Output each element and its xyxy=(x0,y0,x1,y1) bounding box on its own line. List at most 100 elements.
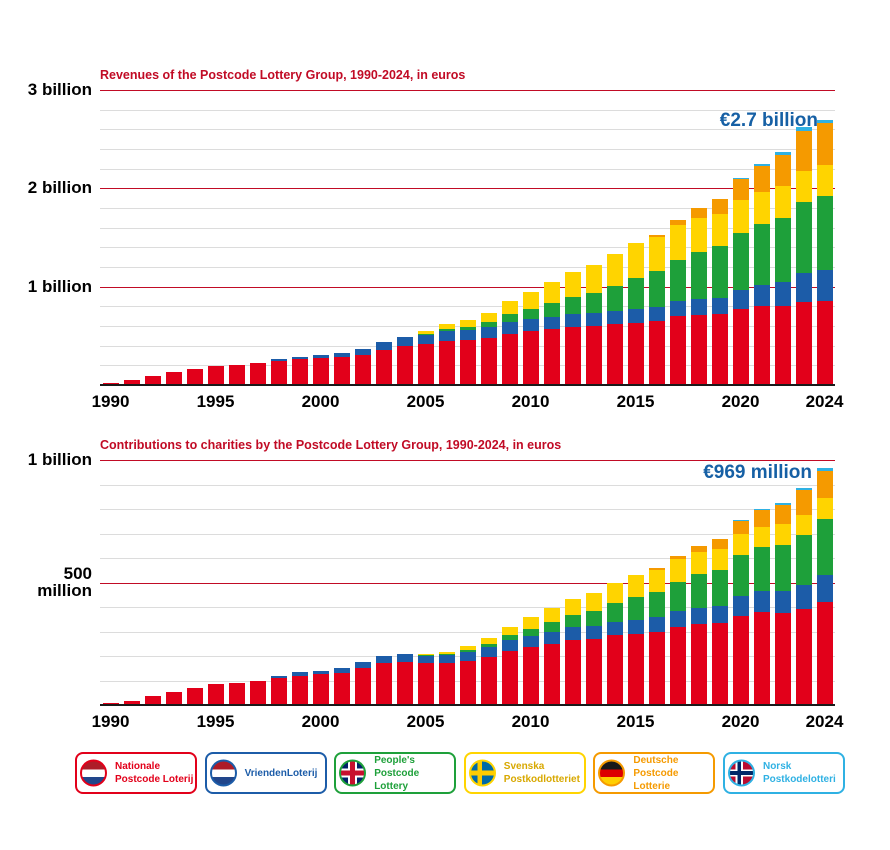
bar-segment-peoples xyxy=(522,309,539,320)
bar-segment-nationale xyxy=(123,700,140,705)
bar-segment-svenska xyxy=(732,534,749,555)
bar-segment-svenska xyxy=(585,265,602,293)
bar-segment-svenska xyxy=(795,170,812,203)
bar-segment-vrienden xyxy=(669,611,686,627)
bar-segment-vrienden xyxy=(816,575,833,603)
bar-segment-nationale xyxy=(417,663,434,705)
bar-segment-svenska xyxy=(732,200,749,233)
bar-segment-nationale xyxy=(669,626,686,705)
bar-segment-vrienden xyxy=(312,354,329,359)
x-axis-label-2000: 2000 xyxy=(301,712,340,731)
legend-label-line: Postcode Loterij xyxy=(115,774,194,785)
bar-segment-vrienden xyxy=(333,668,350,674)
bar-2019 xyxy=(711,198,728,385)
bar-segment-svenska xyxy=(606,583,623,604)
bar-segment-nationale xyxy=(648,631,665,705)
bar-2001 xyxy=(333,352,350,385)
bar-1991 xyxy=(123,700,140,705)
bar-segment-nationale xyxy=(375,349,392,385)
bar-segment-svenska xyxy=(522,617,539,629)
bar-segment-vrienden xyxy=(333,352,350,358)
bar-segment-peoples xyxy=(753,223,770,285)
bar-segment-peoples xyxy=(816,518,833,576)
minor-gridline xyxy=(100,558,835,559)
bar-segment-svenska xyxy=(606,254,623,286)
bar-segment-nationale xyxy=(207,684,224,705)
legend-item-deutsche: Deutsche Postcode Lotterie xyxy=(593,752,716,794)
bar-segment-peoples xyxy=(753,547,770,592)
bar-segment-peoples xyxy=(438,328,455,331)
bar-segment-nationale xyxy=(333,673,350,705)
bar-segment-nationale xyxy=(585,638,602,705)
bar-segment-vrienden xyxy=(396,336,413,346)
bar-segment-svenska xyxy=(774,524,791,545)
bar-segment-nationale xyxy=(186,369,203,385)
bar-segment-nationale xyxy=(501,333,518,385)
bar-segment-nationale xyxy=(648,321,665,385)
bar-2013 xyxy=(585,265,602,385)
legend: Nationale Postcode Loterij VriendenLoterij… xyxy=(75,752,845,794)
x-axis-label-2000: 2000 xyxy=(301,392,340,411)
x-axis-label-2020: 2020 xyxy=(721,712,760,731)
bar-segment-nationale xyxy=(270,361,287,385)
bar-segment-vrienden xyxy=(480,647,497,658)
bar-segment-nationale xyxy=(669,316,686,385)
bar-segment-nationale xyxy=(249,680,266,705)
bar-1997 xyxy=(249,680,266,705)
bar-2011 xyxy=(543,608,560,705)
bar-2022 xyxy=(774,152,791,385)
bar-2017 xyxy=(669,219,686,385)
bar-segment-nationale xyxy=(606,324,623,385)
bar-segment-nationale xyxy=(795,609,812,705)
netherlands-flag xyxy=(80,759,107,787)
bar-2013 xyxy=(585,593,602,705)
bar-2006 xyxy=(438,651,455,705)
bar-segment-peoples xyxy=(501,635,518,641)
bar-segment-svenska xyxy=(501,626,518,636)
minor-gridline xyxy=(100,149,835,150)
bar-segment-deutsche xyxy=(711,199,728,214)
bar-segment-nationale xyxy=(690,315,707,385)
bar-segment-nationale xyxy=(522,330,539,385)
bar-segment-deutsche xyxy=(732,178,749,201)
bar-segment-vrienden xyxy=(291,671,308,676)
bar-2021 xyxy=(753,163,770,385)
bar-segment-svenska xyxy=(690,217,707,253)
legend-label-line: VriendenLoterij xyxy=(244,767,318,779)
bar-segment-peoples xyxy=(774,544,791,592)
bar-segment-svenska xyxy=(543,608,560,623)
bar-segment-peoples xyxy=(732,554,749,596)
bar-segment-deutsche xyxy=(732,520,749,535)
legend-label-line: People's xyxy=(374,754,415,766)
bar-segment-vrienden xyxy=(522,319,539,331)
bar-2009 xyxy=(501,301,518,385)
bar-segment-vrienden xyxy=(816,269,833,302)
bar-segment-svenska xyxy=(459,320,476,328)
bar-segment-nationale xyxy=(816,301,833,385)
bar-segment-vrienden xyxy=(354,348,371,355)
bar-segment-svenska xyxy=(438,324,455,329)
bar-segment-nationale xyxy=(102,702,119,705)
bar-2007 xyxy=(459,645,476,705)
bar-segment-svenska xyxy=(627,575,644,598)
bar-segment-vrienden xyxy=(291,356,308,360)
y-axis-label-line: 1 billion xyxy=(27,450,92,469)
minor-gridline xyxy=(100,509,835,510)
bar-segment-svenska xyxy=(690,551,707,574)
bar-segment-vrienden xyxy=(438,655,455,664)
bar-segment-nationale xyxy=(543,328,560,385)
bar-segment-peoples xyxy=(627,597,644,620)
bar-segment-deutsche xyxy=(690,545,707,552)
bar-segment-vrienden xyxy=(564,627,581,641)
bar-segment-deutsche xyxy=(648,234,665,237)
bar-segment-vrienden xyxy=(627,620,644,634)
bar-2002 xyxy=(354,348,371,385)
bar-segment-deutsche xyxy=(774,154,791,187)
bar-segment-svenska xyxy=(438,651,455,655)
y-axis-label: 1 billion xyxy=(2,277,92,296)
bar-segment-svenska xyxy=(564,271,581,297)
bar-2022 xyxy=(774,503,791,705)
minor-gridline xyxy=(100,484,835,486)
bar-2020 xyxy=(732,519,749,705)
minor-gridline xyxy=(100,227,835,229)
